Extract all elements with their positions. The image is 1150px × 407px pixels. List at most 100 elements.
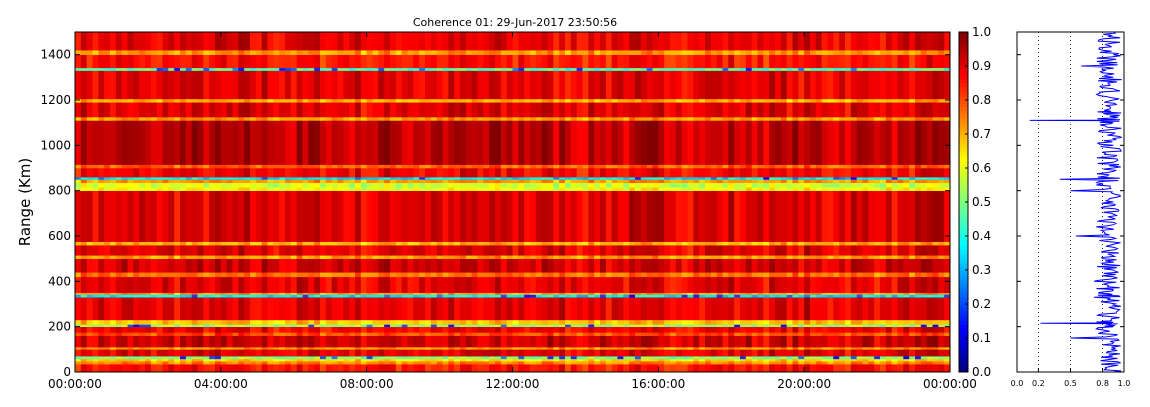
heatmap-cell — [751, 272, 758, 278]
heatmap-cell — [308, 292, 315, 295]
heatmap-cell — [238, 332, 245, 337]
heatmap-cell — [360, 168, 368, 178]
heatmap-cell — [448, 276, 455, 293]
heatmap-cell — [623, 358, 630, 362]
heatmap-cell — [384, 258, 391, 273]
heatmap-cell — [489, 358, 496, 362]
heatmap-cell — [780, 258, 788, 273]
heatmap-cell — [833, 190, 840, 242]
heatmap-cell — [670, 326, 677, 333]
heatmap-cell — [191, 292, 198, 295]
heatmap-cell — [728, 70, 735, 100]
heatmap-cell — [296, 179, 303, 184]
heatmap-cell — [640, 272, 648, 278]
heatmap-cell — [553, 168, 560, 178]
heatmap-cell — [436, 347, 443, 350]
heatmap-cell — [413, 258, 420, 273]
heatmap-cell — [506, 272, 513, 278]
heatmap-cell — [915, 335, 922, 348]
heatmap-cell — [716, 272, 723, 278]
heatmap-cell — [810, 292, 817, 295]
heatmap-cell — [710, 335, 718, 348]
heatmap-cell — [296, 67, 303, 71]
heatmap-cell — [640, 255, 648, 259]
heatmap-cell — [436, 361, 443, 365]
heatmap-cell — [728, 349, 735, 357]
heatmap-cell — [500, 98, 508, 103]
heatmap-cell — [360, 67, 368, 71]
heatmap-cell — [261, 241, 268, 246]
heatmap-cell — [401, 258, 408, 273]
heatmap-cell — [617, 177, 624, 180]
heatmap-cell — [232, 335, 239, 348]
heatmap-cell — [862, 358, 869, 362]
heatmap-cell — [652, 319, 659, 325]
heatmap-cell — [891, 364, 898, 373]
heatmap-cell — [226, 182, 233, 188]
heatmap-cell — [115, 364, 123, 373]
heatmap-cell — [226, 187, 233, 191]
heatmap-cell — [605, 190, 613, 242]
heatmap-cell — [862, 347, 869, 350]
heatmap-cell — [477, 190, 484, 242]
heatmap-cell — [728, 324, 735, 327]
heatmap-cell — [250, 70, 257, 100]
heatmap-cell — [419, 335, 426, 348]
heatmap-cell — [868, 187, 875, 191]
heatmap-cell — [250, 168, 257, 178]
heatmap-cell — [903, 177, 910, 180]
heatmap-cell — [810, 356, 817, 360]
heatmap-cell — [530, 326, 537, 333]
heatmap-cell — [372, 102, 379, 118]
heatmap-cell — [833, 272, 840, 278]
heatmap-cell — [862, 190, 869, 242]
heatmap-cell — [465, 98, 473, 103]
heatmap-cell — [582, 294, 589, 298]
heatmap-cell — [238, 297, 245, 321]
heatmap-cell — [705, 102, 712, 118]
heatmap-cell — [384, 177, 391, 180]
heatmap-cell — [664, 179, 671, 184]
heatmap-cell — [133, 255, 140, 259]
heatmap-cell — [506, 241, 513, 246]
heatmap-cell — [891, 70, 898, 100]
heatmap-cell — [460, 245, 467, 256]
heatmap-cell — [675, 117, 683, 121]
heatmap-cell — [390, 258, 397, 273]
heatmap-cell — [483, 361, 490, 365]
heatmap-cell — [413, 297, 420, 321]
heatmap-cell — [850, 361, 858, 365]
heatmap-cell — [296, 117, 303, 121]
heatmap-cell — [506, 70, 513, 100]
heatmap-cell — [780, 190, 788, 242]
heatmap-cell — [769, 335, 776, 348]
heatmap-cell — [355, 297, 362, 321]
heatmap-cell — [897, 179, 904, 184]
heatmap-cell — [926, 245, 933, 256]
heatmap-cell — [874, 241, 881, 246]
heatmap-cell — [582, 182, 589, 188]
heatmap-cell — [763, 102, 770, 118]
heatmap-cell — [582, 258, 589, 273]
heatmap-cell — [261, 245, 268, 256]
heatmap-cell — [897, 292, 904, 295]
heatmap-cell — [250, 326, 257, 333]
heatmap-cell — [751, 241, 758, 246]
heatmap-cell — [705, 272, 712, 278]
heatmap-cell — [355, 245, 362, 256]
heatmap-cell — [588, 319, 595, 325]
heatmap-cell — [605, 297, 613, 321]
heatmap-cell — [302, 361, 309, 365]
heatmap-cell — [646, 190, 653, 242]
heatmap-cell — [670, 364, 677, 373]
heatmap-cell — [145, 356, 152, 360]
heatmap-cell — [553, 272, 560, 278]
heatmap-cell — [740, 117, 747, 121]
heatmap-cell — [664, 70, 671, 100]
heatmap-cell — [600, 102, 607, 118]
heatmap-cell — [471, 168, 478, 178]
heatmap-cell — [215, 168, 222, 178]
heatmap-cell — [133, 182, 140, 188]
heatmap-cell — [506, 361, 513, 365]
heatmap-cell — [145, 294, 152, 298]
